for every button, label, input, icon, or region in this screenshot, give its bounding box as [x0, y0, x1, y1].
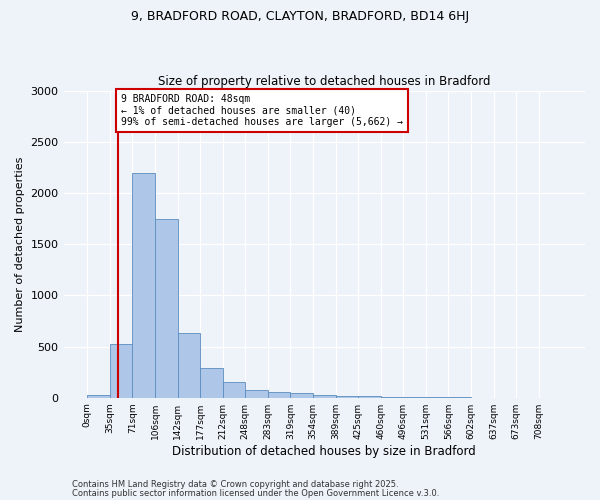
Bar [426, 397, 448, 398]
Bar [245, 390, 268, 398]
Text: 9 BRADFORD ROAD: 48sqm
← 1% of detached houses are smaller (40)
99% of semi-deta: 9 BRADFORD ROAD: 48sqm ← 1% of detached … [121, 94, 403, 128]
Text: Contains HM Land Registry data © Crown copyright and database right 2025.: Contains HM Land Registry data © Crown c… [72, 480, 398, 489]
Bar [223, 382, 245, 398]
Bar [155, 219, 178, 398]
Bar [178, 334, 200, 398]
Bar [313, 394, 335, 398]
Y-axis label: Number of detached properties: Number of detached properties [15, 156, 25, 332]
Bar [268, 392, 290, 398]
X-axis label: Distribution of detached houses by size in Bradford: Distribution of detached houses by size … [172, 444, 476, 458]
Bar [200, 368, 223, 398]
Bar [290, 393, 313, 398]
Bar [87, 394, 110, 398]
Bar [358, 396, 381, 398]
Bar [133, 173, 155, 398]
Bar [110, 344, 133, 398]
Bar [403, 397, 426, 398]
Bar [381, 396, 403, 398]
Text: 9, BRADFORD ROAD, CLAYTON, BRADFORD, BD14 6HJ: 9, BRADFORD ROAD, CLAYTON, BRADFORD, BD1… [131, 10, 469, 23]
Bar [335, 396, 358, 398]
Title: Size of property relative to detached houses in Bradford: Size of property relative to detached ho… [158, 76, 491, 88]
Text: Contains public sector information licensed under the Open Government Licence v.: Contains public sector information licen… [72, 488, 439, 498]
